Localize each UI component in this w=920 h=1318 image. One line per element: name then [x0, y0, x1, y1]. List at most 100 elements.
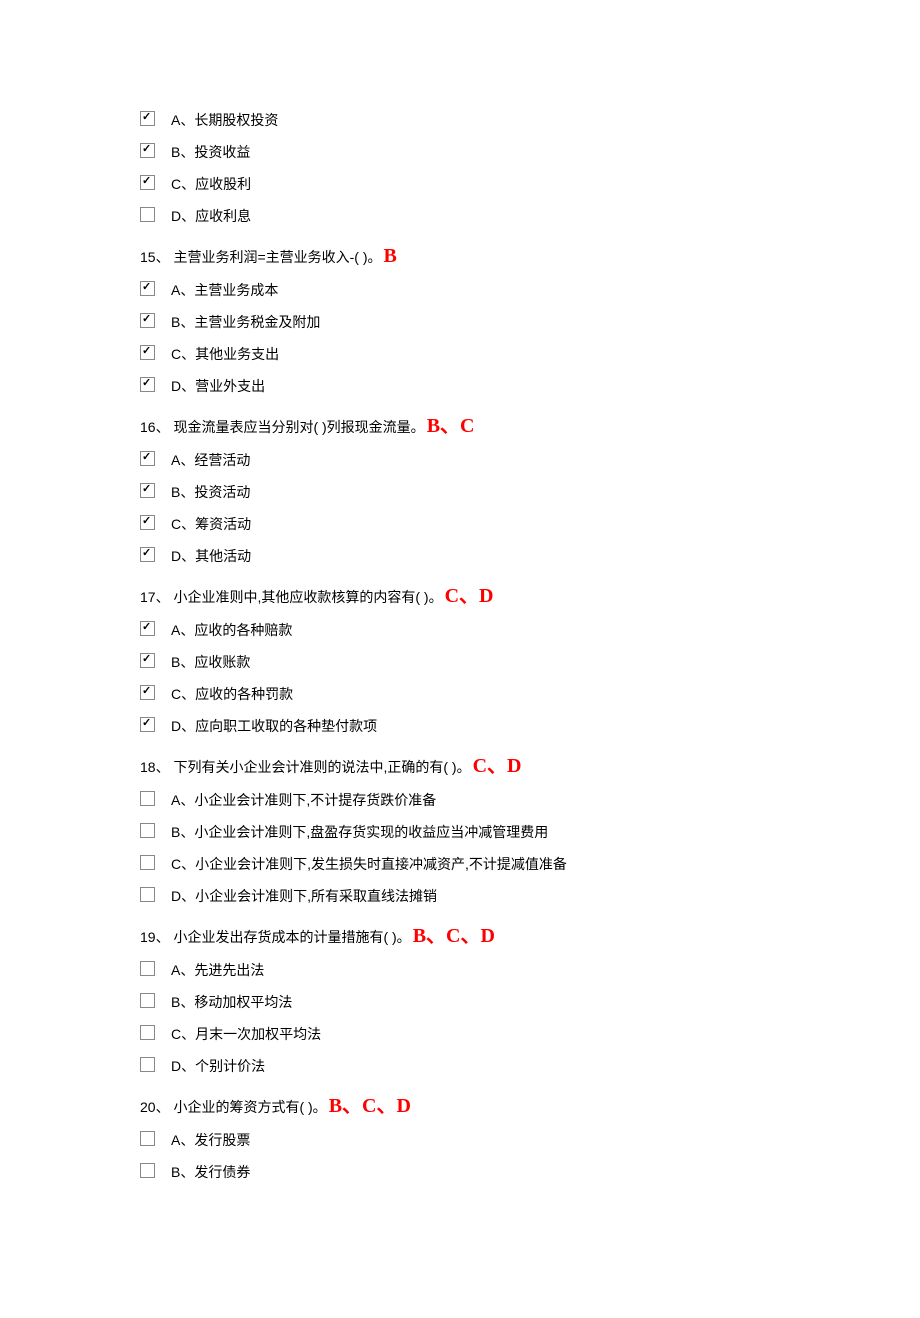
option-checkbox[interactable]	[140, 1163, 155, 1178]
option-row: D、个别计价法	[140, 1056, 780, 1078]
question-line: 15、 主营业务利润=主营业务收入-( )。B	[140, 242, 780, 270]
question-block: A、长期股权投资 B、投资收益 C、应收股利 D、应收利息	[140, 110, 780, 228]
question-line: 18、 下列有关小企业会计准则的说法中,正确的有( )。C、D	[140, 752, 780, 780]
option-row: B、主营业务税金及附加	[140, 312, 780, 334]
option-label: A、长期股权投资	[171, 110, 780, 131]
question-text: 18、 下列有关小企业会计准则的说法中,正确的有( )。	[140, 759, 471, 775]
option-row: C、小企业会计准则下,发生损失时直接冲减资产,不计提减值准备	[140, 854, 780, 876]
question-block: 17、 小企业准则中,其他应收款核算的内容有( )。C、D A、应收的各种赔款 B、…	[140, 582, 780, 738]
option-row: C、其他业务支出	[140, 344, 780, 366]
question-text: 20、 小企业的筹资方式有( )。	[140, 1099, 327, 1115]
option-row: C、应收股利	[140, 174, 780, 196]
option-checkbox[interactable]	[140, 345, 155, 360]
option-checkbox[interactable]	[140, 621, 155, 636]
option-label: A、主营业务成本	[171, 280, 780, 301]
option-row: B、投资活动	[140, 482, 780, 504]
option-checkbox[interactable]	[140, 515, 155, 530]
option-row: B、移动加权平均法	[140, 992, 780, 1014]
option-label: B、投资收益	[171, 142, 780, 163]
answer-text: B、C、D	[329, 1095, 411, 1117]
option-checkbox[interactable]	[140, 791, 155, 806]
option-checkbox[interactable]	[140, 1025, 155, 1040]
option-row: D、小企业会计准则下,所有采取直线法摊销	[140, 886, 780, 908]
option-checkbox[interactable]	[140, 547, 155, 562]
option-label: C、应收股利	[171, 174, 780, 195]
option-label: C、应收的各种罚款	[171, 684, 780, 705]
answer-text: C、D	[445, 585, 494, 607]
question-text: 16、 现金流量表应当分别对( )列报现金流量。	[140, 419, 425, 435]
option-row: C、应收的各种罚款	[140, 684, 780, 706]
option-checkbox[interactable]	[140, 993, 155, 1008]
option-label: D、其他活动	[171, 546, 780, 567]
option-checkbox[interactable]	[140, 961, 155, 976]
option-checkbox[interactable]	[140, 855, 155, 870]
option-checkbox[interactable]	[140, 823, 155, 838]
option-label: B、小企业会计准则下,盘盈存货实现的收益应当冲减管理费用	[171, 822, 780, 843]
answer-text: B	[384, 245, 397, 267]
question-text: 15、 主营业务利润=主营业务收入-( )。	[140, 249, 382, 265]
option-label: B、主营业务税金及附加	[171, 312, 780, 333]
document-root: A、长期股权投资 B、投资收益 C、应收股利 D、应收利息 15、 主营业务利润=主营业…	[140, 110, 780, 1184]
option-checkbox[interactable]	[140, 653, 155, 668]
option-row: A、小企业会计准则下,不计提存货跌价准备	[140, 790, 780, 812]
question-text: 19、 小企业发出存货成本的计量措施有( )。	[140, 929, 411, 945]
option-label: D、应收利息	[171, 206, 780, 227]
option-label: B、移动加权平均法	[171, 992, 780, 1013]
option-label: C、小企业会计准则下,发生损失时直接冲减资产,不计提减值准备	[171, 854, 780, 875]
option-label: A、应收的各种赔款	[171, 620, 780, 641]
option-checkbox[interactable]	[140, 143, 155, 158]
option-checkbox[interactable]	[140, 111, 155, 126]
question-block: 18、 下列有关小企业会计准则的说法中,正确的有( )。C、D A、小企业会计准则…	[140, 752, 780, 908]
option-checkbox[interactable]	[140, 281, 155, 296]
option-row: B、小企业会计准则下,盘盈存货实现的收益应当冲减管理费用	[140, 822, 780, 844]
option-checkbox[interactable]	[140, 483, 155, 498]
question-block: 16、 现金流量表应当分别对( )列报现金流量。B、C A、经营活动 B、投资活动 C…	[140, 412, 780, 568]
option-checkbox[interactable]	[140, 717, 155, 732]
option-row: C、筹资活动	[140, 514, 780, 536]
option-label: A、小企业会计准则下,不计提存货跌价准备	[171, 790, 780, 811]
answer-text: B、C	[427, 415, 475, 437]
question-text: 17、 小企业准则中,其他应收款核算的内容有( )。	[140, 589, 443, 605]
question-block: 20、 小企业的筹资方式有( )。B、C、D A、发行股票 B、发行债券	[140, 1092, 780, 1184]
option-label: D、个别计价法	[171, 1056, 780, 1077]
option-checkbox[interactable]	[140, 175, 155, 190]
option-row: B、投资收益	[140, 142, 780, 164]
option-checkbox[interactable]	[140, 887, 155, 902]
option-row: A、主营业务成本	[140, 280, 780, 302]
question-line: 20、 小企业的筹资方式有( )。B、C、D	[140, 1092, 780, 1120]
question-block: 19、 小企业发出存货成本的计量措施有( )。B、C、D A、先进先出法 B、移动加…	[140, 922, 780, 1078]
option-label: D、营业外支出	[171, 376, 780, 397]
option-row: B、发行债券	[140, 1162, 780, 1184]
option-checkbox[interactable]	[140, 1131, 155, 1146]
question-line: 16、 现金流量表应当分别对( )列报现金流量。B、C	[140, 412, 780, 440]
option-row: A、长期股权投资	[140, 110, 780, 132]
option-label: A、经营活动	[171, 450, 780, 471]
option-row: A、经营活动	[140, 450, 780, 472]
question-block: 15、 主营业务利润=主营业务收入-( )。B A、主营业务成本 B、主营业务税金及…	[140, 242, 780, 398]
option-checkbox[interactable]	[140, 207, 155, 222]
option-checkbox[interactable]	[140, 377, 155, 392]
option-label: C、月末一次加权平均法	[171, 1024, 780, 1045]
option-row: D、应收利息	[140, 206, 780, 228]
option-row: D、应向职工收取的各种垫付款项	[140, 716, 780, 738]
answer-text: C、D	[473, 755, 522, 777]
question-line: 17、 小企业准则中,其他应收款核算的内容有( )。C、D	[140, 582, 780, 610]
option-label: C、其他业务支出	[171, 344, 780, 365]
option-checkbox[interactable]	[140, 451, 155, 466]
option-row: C、月末一次加权平均法	[140, 1024, 780, 1046]
option-label: A、先进先出法	[171, 960, 780, 981]
answer-text: B、C、D	[413, 925, 495, 947]
option-label: C、筹资活动	[171, 514, 780, 535]
option-row: A、发行股票	[140, 1130, 780, 1152]
option-checkbox[interactable]	[140, 685, 155, 700]
option-checkbox[interactable]	[140, 313, 155, 328]
question-line: 19、 小企业发出存货成本的计量措施有( )。B、C、D	[140, 922, 780, 950]
option-row: A、应收的各种赔款	[140, 620, 780, 642]
option-label: B、发行债券	[171, 1162, 780, 1183]
option-label: A、发行股票	[171, 1130, 780, 1151]
option-label: D、小企业会计准则下,所有采取直线法摊销	[171, 886, 780, 907]
option-row: A、先进先出法	[140, 960, 780, 982]
option-row: B、应收账款	[140, 652, 780, 674]
option-checkbox[interactable]	[140, 1057, 155, 1072]
option-label: D、应向职工收取的各种垫付款项	[171, 716, 780, 737]
